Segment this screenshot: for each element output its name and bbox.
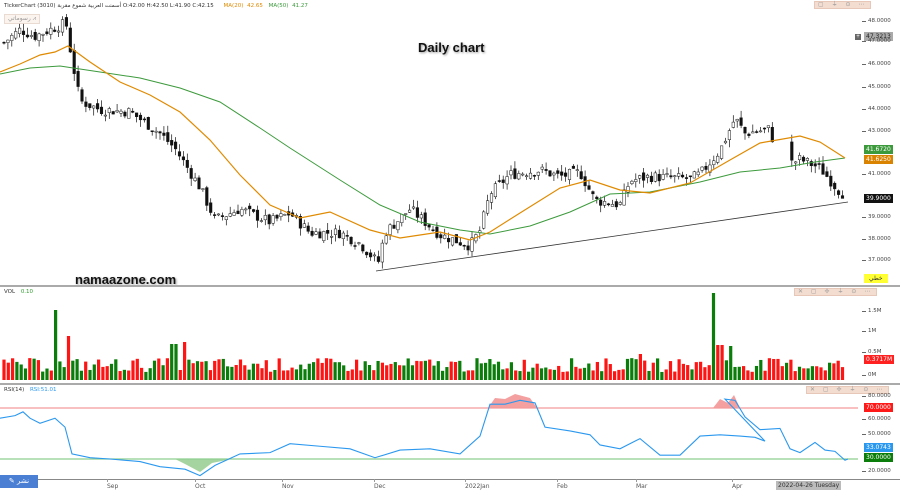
month-label: Nov: [282, 479, 294, 490]
ma50-label: MA(50): [268, 3, 289, 9]
price-tick: 45.0000: [862, 84, 891, 90]
volume-label: VOL: [4, 289, 16, 295]
volume-tick: 1.5M: [862, 308, 882, 314]
volume-axis: 1.5M 1M 0.5M 0.3717M 0M: [858, 288, 900, 384]
time-axis[interactable]: Sep Oct Nov Dec 2022Jan Feb Mar Apr: [0, 479, 900, 491]
volume-bars: [2, 293, 845, 380]
volume-tick: 0.5M: [862, 349, 882, 355]
rsi-label: RSI(14): [4, 387, 25, 393]
rsi-value: RSI:51.01: [29, 387, 57, 393]
month-label: Sep: [107, 479, 119, 490]
panel-divider[interactable]: [0, 285, 900, 287]
price-tick: 39.0000: [862, 214, 891, 220]
symbol-code: (3010): [37, 3, 56, 9]
price-tick: 44.0000: [862, 106, 891, 112]
main-panel-tools[interactable]: ▢ ⏚ ⊙ ⋯: [814, 1, 872, 9]
rsi-panel-tools[interactable]: ✕ ▢ ✢ ⏚ ⊙ ⋯: [806, 386, 890, 394]
price-tick: 41.0000: [862, 171, 891, 177]
chart-title: Daily chart: [418, 40, 485, 55]
ma20-value: 42.65: [247, 3, 263, 9]
rsi-overbought-tag: 70.0000: [864, 403, 893, 412]
volume-current-tag: 0.3717M: [864, 355, 895, 364]
rsi-tick: 80.0000: [862, 393, 891, 399]
price-tick: 37.0000: [862, 257, 891, 263]
rsi-chart[interactable]: [0, 386, 858, 479]
rsi-axis: 80.0000 70.0000 60.0000 50.0000 33.0743 …: [858, 386, 900, 479]
price-axis[interactable]: 48.0000 47.3213 47.0000 46.0000 45.0000 …: [858, 0, 900, 285]
add-icon[interactable]: +: [855, 34, 861, 40]
rsi-tick: 20.0000: [862, 468, 891, 474]
ma20-label: MA(20): [223, 3, 244, 9]
volume-tick: 1M: [861, 328, 877, 334]
volume-panel-tools[interactable]: ✕ ▢ ✢ ⏚ ⊙ ⋯: [794, 288, 878, 296]
rsi-header: RSI(14) RSI:51.01: [4, 387, 57, 393]
month-label: 2022Jan: [465, 479, 490, 490]
ohlc-values: O:42.00 H:42.50 L:41.90 C:42.15: [122, 3, 214, 9]
watermark: namaazone.com: [75, 272, 177, 287]
rsi-tick: 50.0000: [862, 431, 891, 437]
month-label: Mar: [636, 479, 648, 490]
volume-header: VOL 0.10: [4, 289, 33, 295]
ma50-tag: 41.6720: [864, 145, 893, 154]
volume-chart[interactable]: [0, 288, 858, 384]
rsi-plot: [0, 394, 858, 477]
trendline-tag[interactable]: خطي: [864, 274, 888, 283]
volume-value: 0.10: [20, 289, 34, 295]
chart-header: TickerChart أسمنت العربية شموع مقربة (30…: [4, 3, 308, 9]
price-tick: 48.0000: [862, 18, 891, 24]
app-name: TickerChart: [4, 3, 36, 9]
publish-button[interactable]: ✎ نشر: [0, 475, 38, 488]
ma50-value: 41.27: [292, 3, 308, 9]
price-tick: 43.0000: [862, 128, 891, 134]
last-high-tag: 47.3213: [864, 32, 893, 41]
cursor-date: 2022-04-26 Tuesday: [776, 481, 842, 490]
price-tick: 38.0000: [862, 236, 891, 242]
ma20-tag: 41.6250: [864, 155, 893, 164]
price-tick: 47.0000: [862, 38, 891, 44]
month-label: Feb: [557, 479, 568, 490]
symbol-name: أسمنت العربية شموع مقربة: [57, 3, 122, 9]
rsi-oversold-tag: 30.0000: [864, 453, 893, 462]
price-tick: 46.0000: [862, 61, 891, 67]
rsi-current-tag: 33.0743: [864, 443, 893, 452]
month-label: Dec: [374, 479, 386, 490]
price-chart[interactable]: [0, 12, 858, 285]
panel-divider[interactable]: [0, 383, 900, 385]
close-tag: 39.9000: [864, 194, 893, 203]
candlestick-plot: [0, 14, 849, 272]
volume-tick: 0M: [861, 372, 877, 378]
drawings-button[interactable]: رسوماتي ⩘: [4, 14, 41, 24]
trendline: [375, 201, 849, 272]
month-label: Oct: [195, 479, 206, 490]
rsi-tick: 60.0000: [862, 416, 891, 422]
month-label: Apr: [732, 479, 743, 490]
